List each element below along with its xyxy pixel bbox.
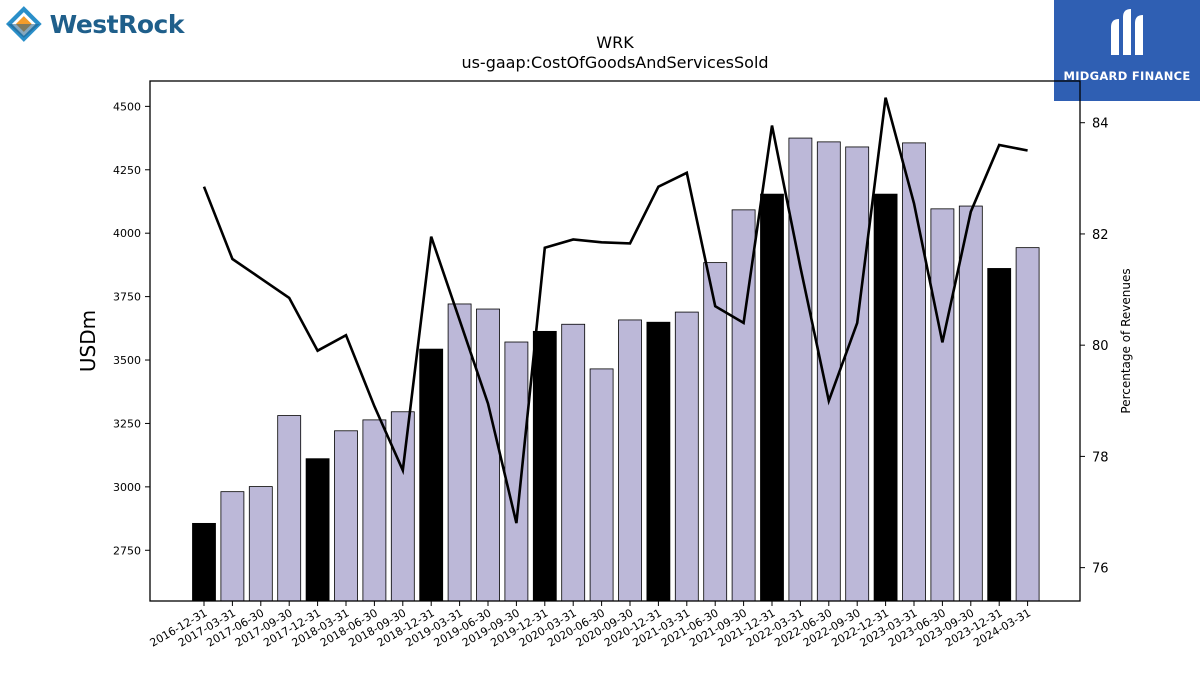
y-tick-label: 3750 bbox=[113, 291, 141, 304]
line-layer bbox=[202, 97, 1028, 524]
plot-frame bbox=[149, 80, 1081, 602]
bar-2016-12-31 bbox=[192, 522, 216, 602]
bar-2017-12-31 bbox=[305, 458, 330, 602]
chart-subtitle: us-gaap:CostOfGoodsAndServicesSold bbox=[461, 53, 768, 72]
midgard-finance-logo-text: MIDGARD FINANCE bbox=[1063, 69, 1191, 83]
westrock-logo: WestRock bbox=[4, 4, 185, 44]
bar-2019-03-31 bbox=[447, 303, 472, 602]
bar-2023-09-30 bbox=[958, 205, 983, 602]
bar-2023-03-31 bbox=[902, 142, 926, 602]
bar-2020-12-31 bbox=[646, 321, 671, 602]
bar-2019-12-31 bbox=[532, 330, 557, 602]
bar-2020-06-30 bbox=[589, 368, 614, 602]
bar-2021-06-30 bbox=[703, 262, 728, 602]
y-tick-label: 4500 bbox=[113, 100, 141, 113]
bar-2019-06-30 bbox=[476, 308, 500, 602]
y-tick-label: 3500 bbox=[113, 354, 141, 367]
bar-2022-09-30 bbox=[845, 146, 870, 602]
midgard-finance-logo: MIDGARD FINANCE bbox=[1054, 0, 1200, 101]
bar-2024-03-31 bbox=[1015, 247, 1040, 602]
westrock-logo-icon bbox=[5, 6, 42, 42]
y2-tick-label: 80 bbox=[1092, 339, 1109, 354]
bar-2018-09-30 bbox=[390, 411, 415, 602]
y2-axis-label: Percentage of Revenues bbox=[1119, 268, 1133, 413]
right-y-axis: 76 78 80 82 84 bbox=[1080, 117, 1109, 577]
bar-2021-12-31 bbox=[760, 193, 784, 602]
bar-2022-06-30 bbox=[816, 141, 841, 602]
y2-tick-label: 82 bbox=[1092, 228, 1109, 243]
y-tick-label: 3000 bbox=[113, 481, 141, 494]
x-axis: 2016-12-312017-03-312017-06-302017-09-30… bbox=[148, 601, 1033, 650]
y-tick-label: 4000 bbox=[113, 227, 141, 240]
bar-2020-03-31 bbox=[561, 323, 586, 602]
y2-tick-label: 84 bbox=[1092, 117, 1109, 132]
bar-2017-03-31 bbox=[220, 491, 245, 602]
bar-2023-06-30 bbox=[930, 208, 955, 602]
y2-tick-label: 76 bbox=[1092, 562, 1109, 577]
ratio-line bbox=[202, 97, 1028, 524]
bar-2017-06-30 bbox=[248, 486, 273, 602]
y2-tick-label: 78 bbox=[1092, 450, 1109, 465]
chart-title: WRK bbox=[596, 33, 634, 52]
bar-2022-12-31 bbox=[873, 193, 898, 602]
bar-2022-03-31 bbox=[788, 137, 813, 602]
y-axis-label: USDm bbox=[76, 310, 100, 372]
midgard-finance-logo-icon bbox=[1111, 9, 1143, 55]
bar-2017-09-30 bbox=[277, 415, 302, 602]
bar-2021-03-31 bbox=[674, 311, 699, 602]
bar-2019-09-30 bbox=[504, 341, 529, 602]
bar-2018-06-30 bbox=[362, 419, 387, 602]
bar-2018-03-31 bbox=[334, 430, 358, 602]
westrock-logo-text: WestRock bbox=[49, 9, 185, 39]
bar-2023-12-31 bbox=[987, 268, 1012, 602]
y-tick-label: 3250 bbox=[113, 417, 141, 430]
bar-2020-09-30 bbox=[618, 319, 642, 602]
left-y-axis: 2750 3000 3250 3500 3750 4000 4250 4500 bbox=[113, 100, 150, 557]
bar-2018-12-31 bbox=[419, 348, 444, 602]
bars-layer bbox=[192, 137, 1040, 602]
y-tick-label: 2750 bbox=[113, 544, 141, 557]
y-tick-label: 4250 bbox=[113, 164, 141, 177]
